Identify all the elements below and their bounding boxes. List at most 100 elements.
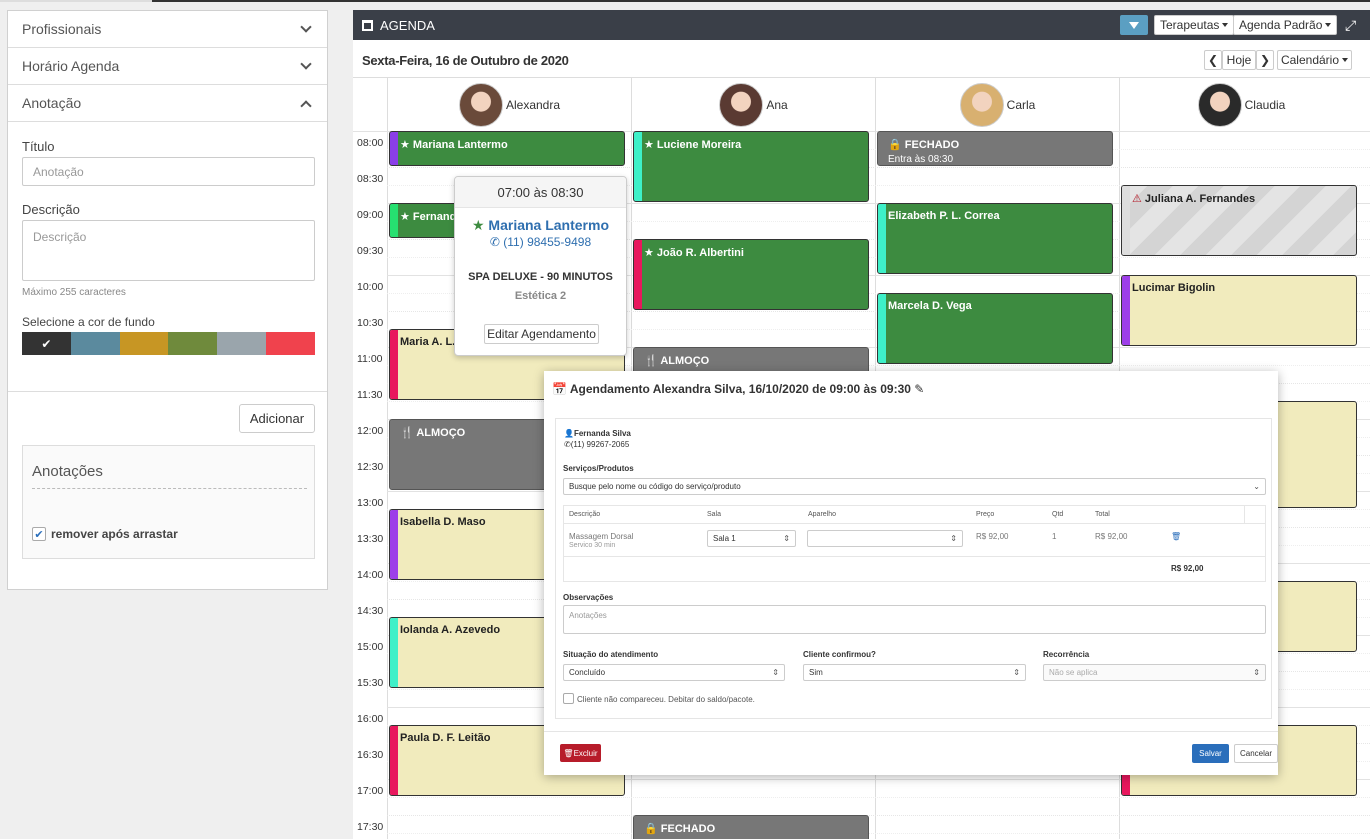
appointment-label: Lucimar Bigolin xyxy=(1132,282,1216,294)
popover-phone[interactable]: ✆ (11) 98455-9498 xyxy=(455,235,626,249)
time-label: 14:00 xyxy=(357,569,384,581)
color-swatch-gold[interactable] xyxy=(119,332,169,355)
appointment-label: Juliana A. Fernandes xyxy=(1144,193,1256,205)
current-date: Sexta-Feira, 16 de Outubro de 2020 xyxy=(362,53,569,68)
save-button[interactable]: Salvar xyxy=(1192,744,1229,763)
expand-icon[interactable]: ⤢ xyxy=(1345,17,1357,33)
appointment-block[interactable]: 🔒 FECHADO Entra às 08:30 xyxy=(877,131,1113,166)
time-label: 15:30 xyxy=(357,677,384,689)
appointment-sublabel: Entra às 08:30 xyxy=(888,154,954,165)
phone-icon: ✆ xyxy=(564,440,571,449)
color-swatch-blue[interactable] xyxy=(70,332,120,355)
chevron-right-icon: ❯ xyxy=(1259,53,1271,67)
color-swatch-dark[interactable]: ✔ xyxy=(22,332,71,355)
color-swatch-red[interactable] xyxy=(266,332,315,355)
pencil-icon[interactable]: ✎ xyxy=(914,382,925,396)
star-icon: ★ xyxy=(400,211,413,223)
room-select[interactable]: Sala 1 ⇕ xyxy=(707,530,796,547)
description-textarea[interactable]: Descrição xyxy=(22,220,315,281)
updown-icon: ⇕ xyxy=(1253,668,1260,677)
time-label: 14:30 xyxy=(357,605,384,617)
left-panel: Profissionais Horário Agenda Anotação Tí… xyxy=(7,10,328,590)
delete-button[interactable]: 🗑 Excluir xyxy=(560,744,601,762)
services-search-select[interactable]: Busque pelo nome ou código do serviço/pr… xyxy=(563,478,1266,495)
no-show-checkbox[interactable] xyxy=(563,693,574,704)
delete-label: Excluir xyxy=(573,748,598,758)
professional-header-carla[interactable]: Carla xyxy=(875,78,1119,131)
color-swatch-gray[interactable] xyxy=(217,332,267,355)
updown-icon: ⇕ xyxy=(783,534,790,543)
whatsapp-icon: ✆ xyxy=(489,235,500,249)
appointment-label: Marcela D. Vega xyxy=(888,300,972,312)
device-select[interactable]: ⇕ xyxy=(807,530,963,547)
annotations-box: Anotações ✔ remover após arrastar xyxy=(22,445,315,559)
time-label: 08:30 xyxy=(357,173,384,185)
calendar-dropdown[interactable]: Calendário xyxy=(1277,50,1352,70)
appointment-block[interactable]: 🍴 ALMOÇO xyxy=(389,419,625,490)
color-label: Selecione a cor de fundo xyxy=(22,315,155,329)
accordion-profissionais[interactable]: Profissionais xyxy=(8,11,327,48)
caret-down-icon xyxy=(1325,23,1332,27)
professional-header-alexandra[interactable]: Alexandra xyxy=(387,78,631,131)
modal-title-text: Agendamento Alexandra Silva, 16/10/2020 … xyxy=(569,382,911,396)
agenda-title: AGENDA xyxy=(380,17,435,33)
appointment-block[interactable]: ★ Luciene Moreira xyxy=(633,131,869,202)
therapists-label: Terapeutas xyxy=(1160,18,1220,32)
professional-header-ana[interactable]: Ana xyxy=(631,78,875,131)
lock-icon: 🔒 xyxy=(888,139,905,151)
confirmed-value: Sim xyxy=(809,668,823,677)
appointment-block[interactable]: ★ Mariana Lantermo xyxy=(389,131,625,166)
room-value: Sala 1 xyxy=(713,534,736,543)
edit-appointment-button[interactable]: Editar Agendamento xyxy=(484,324,599,344)
today-button[interactable]: Hoje xyxy=(1222,50,1256,70)
color-swatch-olive[interactable] xyxy=(168,332,218,355)
appointment-block[interactable]: Marcela D. Vega xyxy=(877,293,1113,364)
appointment-label: Mariana Lantermo xyxy=(412,139,508,151)
popover-client[interactable]: ★ Mariana Lantermo xyxy=(455,217,626,234)
appointment-block[interactable]: Elizabeth P. L. Correa xyxy=(877,203,1113,274)
professional-header-claudia[interactable]: Claudia xyxy=(1119,78,1363,131)
next-day-button[interactable]: ❯ xyxy=(1256,50,1274,70)
confirmed-select[interactable]: Sim ⇕ xyxy=(803,664,1026,681)
prev-day-button[interactable]: ❮ xyxy=(1204,50,1222,70)
warn-icon: ⚠ xyxy=(1132,193,1145,205)
appointment-block[interactable]: 🔒 FECHADO xyxy=(633,815,869,839)
appointment-block[interactable]: ⚠ Juliana A. Fernandes xyxy=(1121,185,1357,256)
time-label: 11:30 xyxy=(357,389,383,401)
accordion-anotacao[interactable]: Anotação xyxy=(8,85,327,122)
remove-after-drag-label: remover após arrastar xyxy=(51,527,178,541)
trash-icon: 🗑 xyxy=(563,748,574,758)
time-label: 10:30 xyxy=(357,317,384,329)
user-icon: 👤 xyxy=(564,429,574,438)
chevron-down-icon xyxy=(300,20,312,33)
calendar-icon xyxy=(362,19,373,31)
popover-client-name: Mariana Lantermo xyxy=(488,217,610,233)
accordion-label: Horário Agenda xyxy=(22,58,120,74)
popover-service: SPA DELUXE - 90 MINUTOS xyxy=(468,271,613,283)
accordion-horario-agenda[interactable]: Horário Agenda xyxy=(8,48,327,85)
appointment-block[interactable]: ★ João R. Albertini xyxy=(633,239,869,310)
filter-button[interactable] xyxy=(1120,15,1148,35)
col-price: Preço xyxy=(976,511,995,518)
observations-textarea[interactable]: Anotações xyxy=(563,605,1266,634)
status-select[interactable]: Concluído ⇕ xyxy=(563,664,785,681)
professional-name: Claudia xyxy=(1244,97,1286,112)
check-icon: ✔ xyxy=(41,336,52,351)
time-label: 17:00 xyxy=(357,785,384,797)
time-label: 09:30 xyxy=(357,245,384,257)
col-room: Sala xyxy=(707,511,722,518)
client-name-text: Fernanda Silva xyxy=(573,429,631,438)
default-agenda-dropdown[interactable]: Agenda Padrão xyxy=(1233,15,1338,35)
remove-after-drag-checkbox[interactable]: ✔ xyxy=(32,527,46,541)
trash-icon[interactable]: 🗑 xyxy=(1171,532,1182,541)
chevron-left-icon: ❮ xyxy=(1207,53,1219,67)
cancel-button[interactable]: Cancelar xyxy=(1234,744,1278,763)
add-button[interactable]: Adicionar xyxy=(239,404,315,433)
col-device: Aparelho xyxy=(808,511,837,518)
appointment-block[interactable]: Lucimar Bigolin xyxy=(1121,275,1357,346)
title-input[interactable]: Anotação xyxy=(22,157,315,186)
recurrence-select[interactable]: Não se aplica ⇕ xyxy=(1043,664,1266,681)
appointment-label: Iolanda A. Azevedo xyxy=(400,624,501,636)
therapists-dropdown[interactable]: Terapeutas xyxy=(1154,15,1235,35)
time-label: 16:30 xyxy=(357,749,384,761)
